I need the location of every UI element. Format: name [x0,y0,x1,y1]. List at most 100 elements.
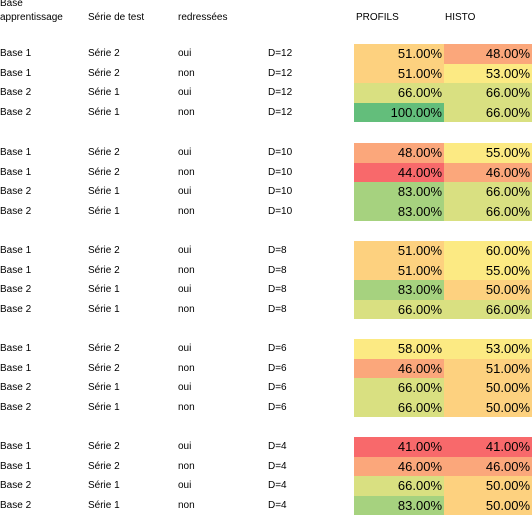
cell-histo: 50.00% [444,280,532,300]
cell-histo: 50.00% [444,398,532,418]
cell-serie: Série 1 [88,496,120,515]
cell-profils: 66.00% [354,378,444,398]
cell-profils: 66.00% [354,476,444,496]
cell-histo: 53.00% [444,339,532,359]
cell-base: Base 2 [0,476,31,496]
cell-histo: 66.00% [444,300,532,320]
cell-redressees: non [178,398,195,418]
cell-serie: Série 1 [88,398,120,418]
cell-base: Base 1 [0,64,31,84]
cell-d: D=4 [268,437,287,457]
cell-histo: 50.00% [444,496,532,515]
cell-d: D=6 [268,339,287,359]
cell-base: Base 1 [0,143,31,163]
cell-profils: 46.00% [354,457,444,477]
cell-d: D=8 [268,280,287,300]
cell-serie: Série 1 [88,280,120,300]
cell-redressees: non [178,496,195,515]
cell-serie: Série 1 [88,202,120,222]
cell-d: D=10 [268,143,292,163]
cell-histo: 46.00% [444,163,532,183]
cell-serie: Série 1 [88,300,120,320]
cell-serie: Série 2 [88,64,120,84]
cell-base: Base 1 [0,163,31,183]
cell-base: Base 2 [0,378,31,398]
header-histo: HISTO [445,11,475,24]
cell-redressees: oui [178,437,191,457]
cell-serie: Série 1 [88,182,120,202]
cell-redressees: oui [178,280,191,300]
cell-base: Base 1 [0,457,31,477]
cell-redressees: non [178,300,195,320]
table-row: Base 2 Série 1 non D=6 66.00%50.00% [0,398,532,418]
cell-d: D=4 [268,476,287,496]
cell-profils: 66.00% [354,83,444,103]
cell-redressees: non [178,359,195,379]
cell-serie: Série 2 [88,241,120,261]
cell-redressees: oui [178,83,191,103]
cell-serie: Série 2 [88,457,120,477]
cell-serie: Série 2 [88,143,120,163]
cell-histo: 66.00% [444,103,532,123]
cell-histo: 51.00% [444,359,532,379]
cell-redressees: oui [178,182,191,202]
cell-histo: 48.00% [444,44,532,64]
cell-serie: Série 2 [88,339,120,359]
header-base-line1: Base [0,0,23,10]
cell-d: D=10 [268,182,292,202]
cell-d: D=6 [268,359,287,379]
cell-base: Base 2 [0,83,31,103]
cell-serie: Série 2 [88,44,120,64]
cell-histo: 50.00% [444,378,532,398]
header-profils: PROFILS [356,11,399,24]
cell-histo: 55.00% [444,261,532,281]
cell-profils: 44.00% [354,163,444,183]
cell-d: D=4 [268,496,287,515]
cell-histo: 53.00% [444,64,532,84]
cell-profils: 51.00% [354,261,444,281]
cell-redressees: oui [178,378,191,398]
cell-histo: 66.00% [444,83,532,103]
cell-histo: 55.00% [444,143,532,163]
cell-redressees: oui [178,241,191,261]
cell-profils: 51.00% [354,44,444,64]
cell-base: Base 2 [0,398,31,418]
header-serie: Série de test [88,11,144,24]
cell-profils: 66.00% [354,398,444,418]
cell-redressees: oui [178,476,191,496]
cell-profils: 83.00% [354,182,444,202]
cell-redressees: non [178,202,195,222]
cell-histo: 66.00% [444,202,532,222]
cell-base: Base 1 [0,261,31,281]
cell-base: Base 2 [0,496,31,515]
cell-profils: 83.00% [354,280,444,300]
cell-d: D=10 [268,163,292,183]
cell-serie: Série 2 [88,261,120,281]
cell-d: D=4 [268,457,287,477]
cell-redressees: non [178,457,195,477]
cell-base: Base 1 [0,339,31,359]
cell-redressees: oui [178,143,191,163]
cell-serie: Série 1 [88,476,120,496]
cell-base: Base 2 [0,300,31,320]
cell-d: D=8 [268,261,287,281]
cell-profils: 46.00% [354,359,444,379]
cell-profils: 51.00% [354,64,444,84]
cell-base: Base 1 [0,241,31,261]
cell-d: D=8 [268,300,287,320]
cell-histo: 41.00% [444,437,532,457]
cell-profils: 51.00% [354,241,444,261]
cell-redressees: non [178,163,195,183]
cell-d: D=6 [268,398,287,418]
